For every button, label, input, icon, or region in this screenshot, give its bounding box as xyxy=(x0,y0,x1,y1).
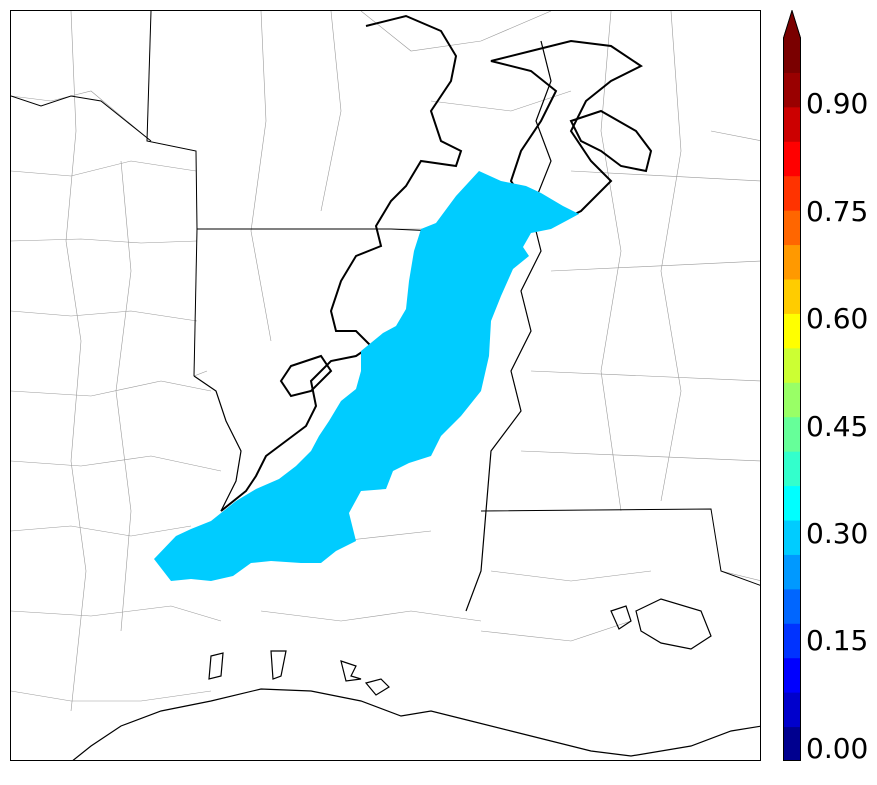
colorbar-tick-label: 0.90 xyxy=(806,87,869,120)
coastline xyxy=(72,688,760,760)
shaded-field xyxy=(154,171,579,581)
colorbar-segment xyxy=(783,210,801,246)
colorbar-segment xyxy=(783,313,801,349)
colorbar-segment xyxy=(783,520,801,555)
colorbar xyxy=(783,10,801,761)
colorbar-segment xyxy=(783,347,801,383)
colorbar-segment xyxy=(783,588,801,624)
colorbar-tick-label: 0.45 xyxy=(806,410,869,443)
map-panel xyxy=(10,10,761,761)
flood-outline-west xyxy=(279,354,333,398)
colorbar-tick-label: 0.60 xyxy=(806,302,869,335)
colorbar-segment xyxy=(783,554,801,590)
colorbar-tick-label: 0.30 xyxy=(806,517,869,550)
colorbar-segment xyxy=(783,692,801,728)
colorbar-segment xyxy=(783,38,801,73)
colorbar-segment xyxy=(783,106,801,142)
map-canvas xyxy=(11,11,760,760)
colorbar-tick-label: 0.00 xyxy=(806,732,869,765)
colorbar-segment xyxy=(783,485,801,521)
colorbar-segment xyxy=(783,244,801,280)
flood-outline-ring xyxy=(569,109,653,173)
colorbar-outline xyxy=(783,10,801,761)
rivers xyxy=(193,40,552,612)
colorbar-segment xyxy=(783,382,801,418)
colorbar-segment xyxy=(783,416,801,452)
flood-outline xyxy=(220,14,463,512)
colorbar-tick-label: 0.15 xyxy=(806,624,869,657)
colorbar-segment xyxy=(783,141,801,177)
islands xyxy=(208,598,712,696)
colorbar-segment xyxy=(783,623,801,659)
flood-outline-east xyxy=(490,39,643,228)
state-boundaries xyxy=(11,11,760,586)
colorbar-segment xyxy=(783,279,801,314)
colorbar-segment xyxy=(783,451,801,487)
colorbar-segment xyxy=(783,175,801,211)
colorbar-segment xyxy=(783,726,801,761)
colorbar-segment xyxy=(783,657,801,693)
county-boundaries xyxy=(11,11,760,712)
colorbar-extend-arrow xyxy=(783,10,801,38)
colorbar-segment xyxy=(783,72,801,108)
colorbar-tick-label: 0.75 xyxy=(806,195,869,228)
